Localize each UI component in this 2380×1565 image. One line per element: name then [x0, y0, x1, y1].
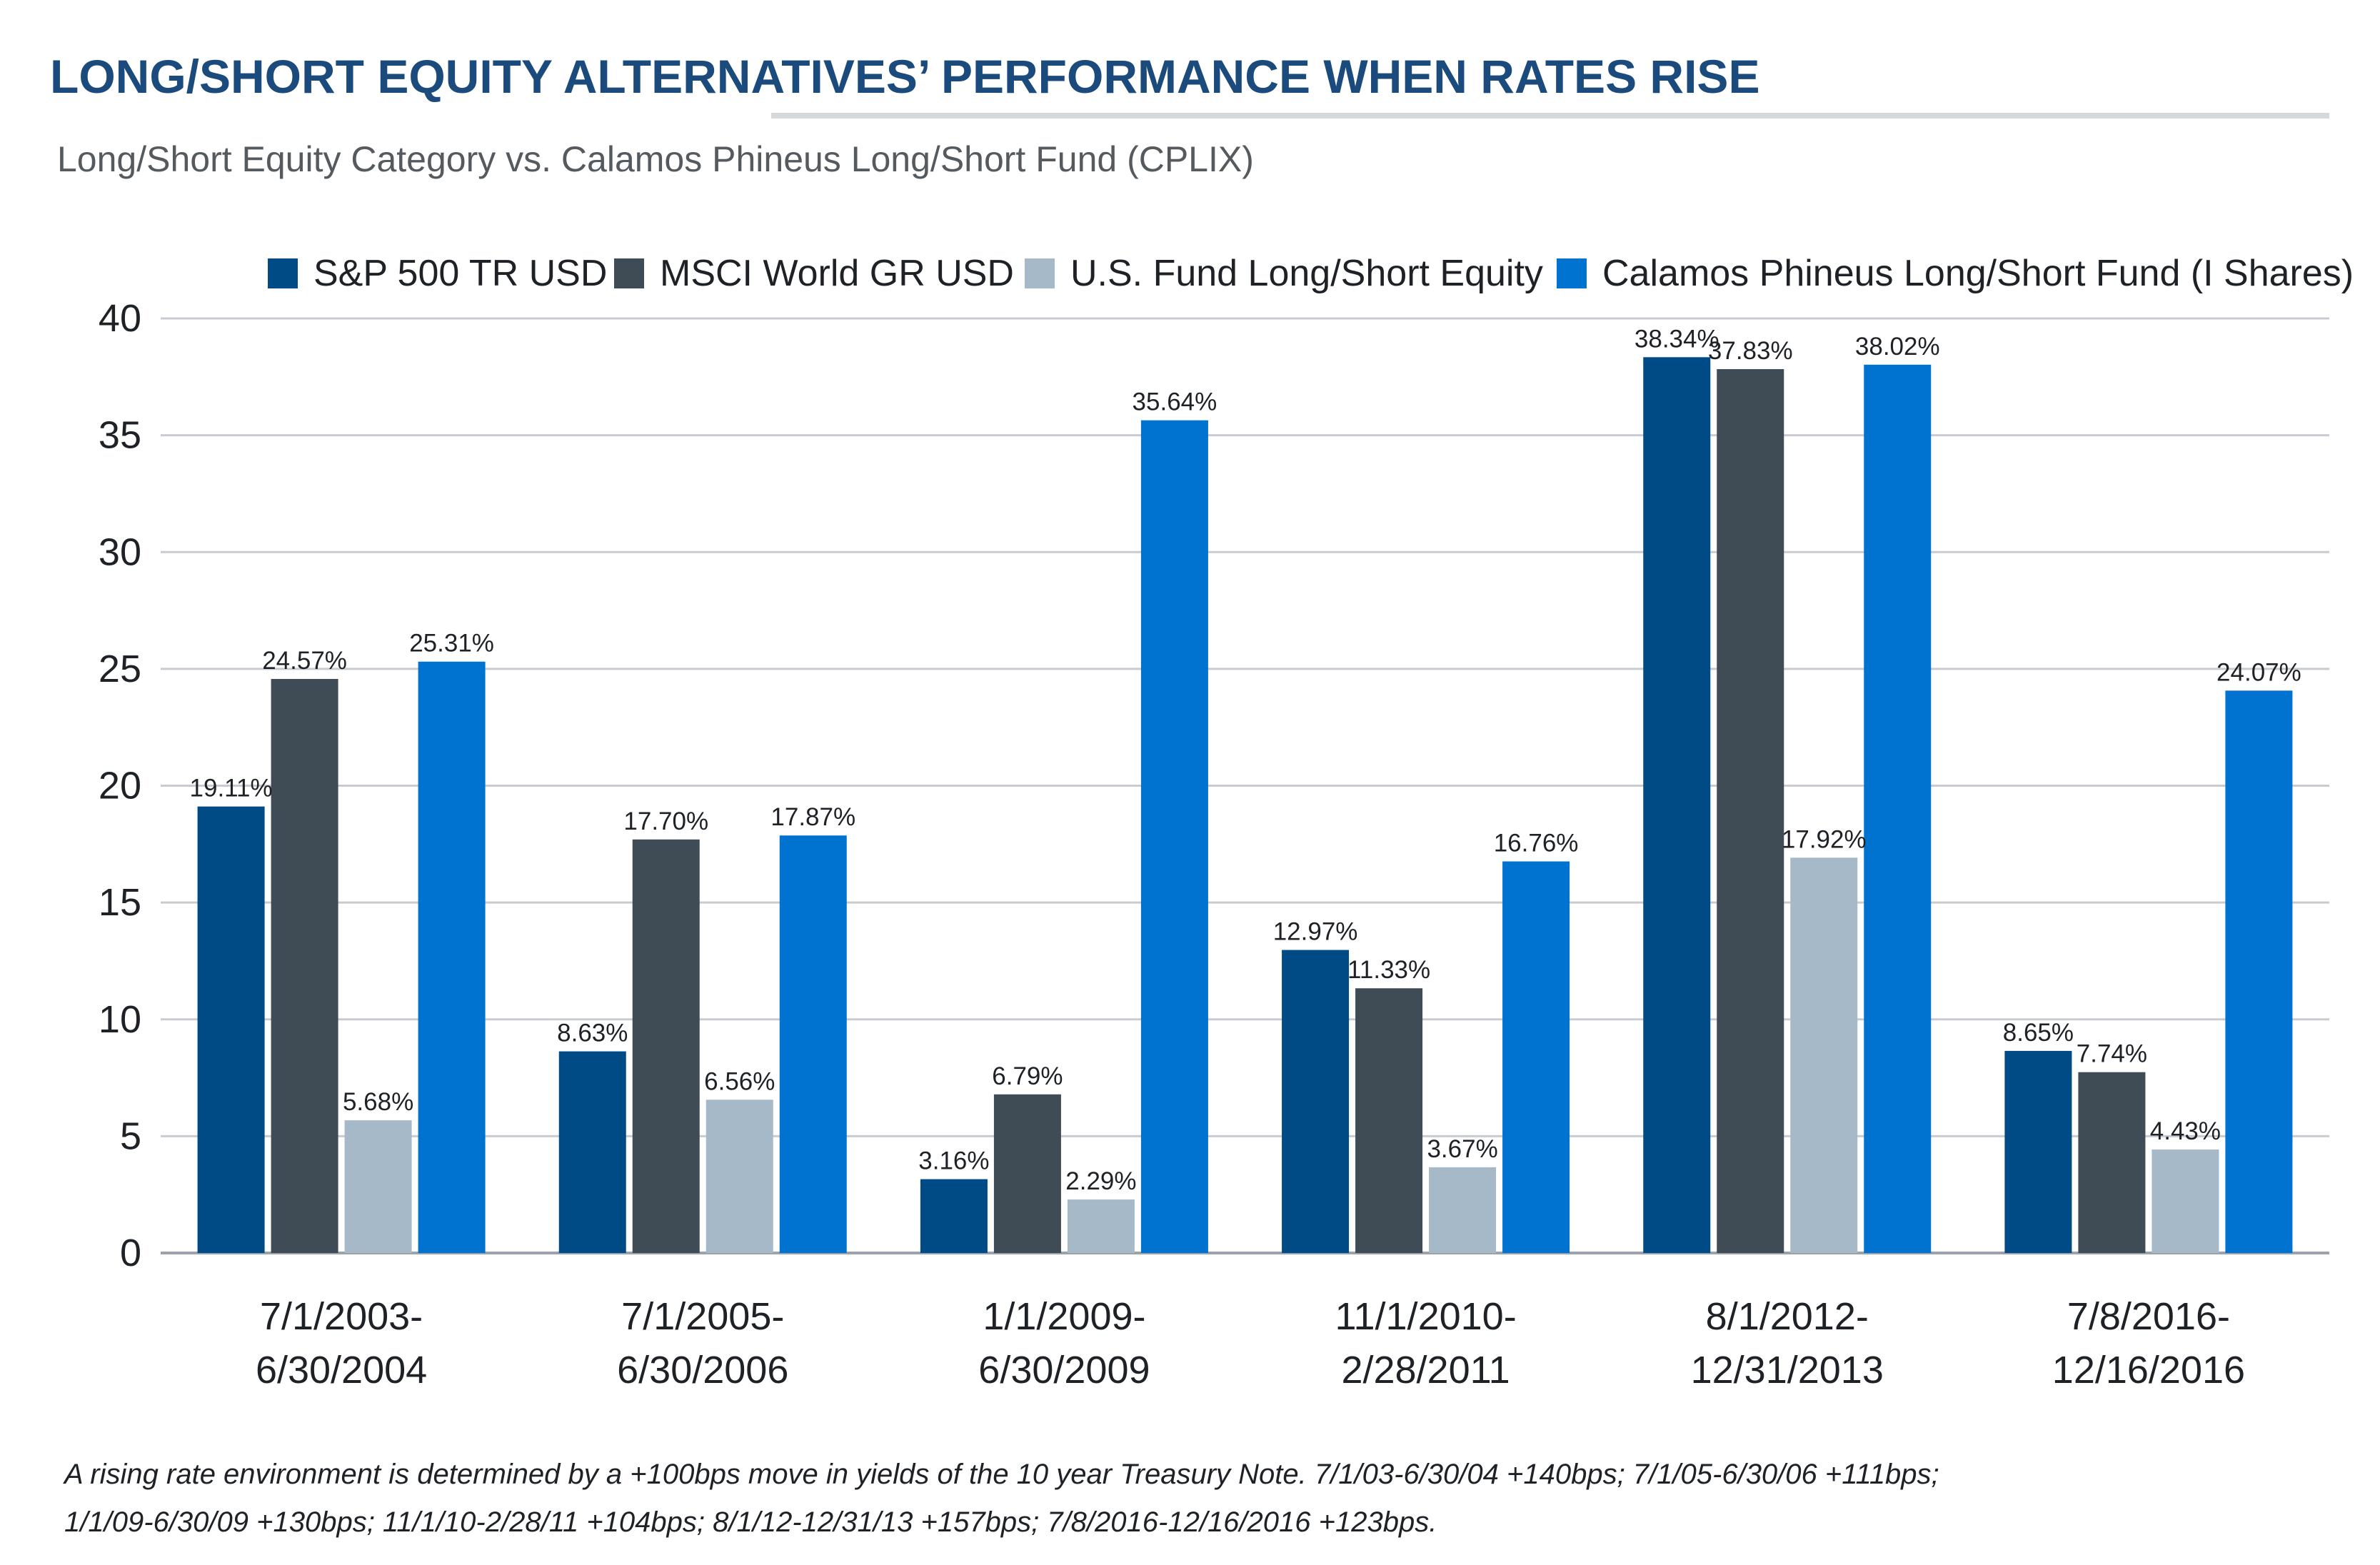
data-label-calamos-phineus-long-short-fund-i-shares-4: 16.76% [1494, 830, 1579, 857]
data-label-u-s-fund-long-short-equity-5: 17.92% [1782, 825, 1867, 853]
legend-label-msci-world-gr-usd: MSCI World GR USD [660, 253, 1014, 294]
data-label-s-p-500-tr-usd-6: 8.65% [2003, 1019, 2074, 1047]
footnote-line: A rising rate environment is determined … [63, 1459, 1939, 1490]
bar-s-p-500-tr-usd-3 [920, 1179, 988, 1253]
x-axis: 7/1/2003- 6/30/2004 7/1/2005- 6/30/2006 1/1/… [256, 1295, 2245, 1392]
bar-u-s-fund-long-short-equity-6 [2151, 1149, 2219, 1253]
gridlines [161, 317, 2329, 1137]
legend: S&P 500 TR USD MSCI World GR USD U.S. Fund… [268, 253, 2354, 294]
bar-msci-world-gr-usd-6 [2078, 1072, 2146, 1253]
bar-labels: 19.11% 24.57% 5.68% 25.31% 8.63% 17.70% 6.56% 1… [190, 325, 2301, 1195]
bar-u-s-fund-long-short-equity-5 [1790, 857, 1858, 1253]
footnote-line: 1/1/09-6/30/09 +130bps; 11/1/10-2/28/11 … [64, 1506, 1437, 1538]
y-tick-label: 25 [99, 648, 141, 690]
data-label-msci-world-gr-usd-2: 17.70% [623, 807, 708, 835]
bar-msci-world-gr-usd-4 [1355, 988, 1423, 1253]
legend-swatch-s-p-500-tr-usd [268, 258, 298, 288]
data-label-u-s-fund-long-short-equity-6: 4.43% [2150, 1117, 2221, 1145]
category-label-line: 2/28/2011 [1341, 1349, 1510, 1392]
data-label-calamos-phineus-long-short-fund-i-shares-5: 38.02% [1855, 333, 1940, 361]
bar-u-s-fund-long-short-equity-1 [344, 1120, 412, 1253]
data-label-s-p-500-tr-usd-2: 8.63% [557, 1020, 628, 1047]
y-tick-label: 5 [120, 1114, 141, 1157]
category-label-line: 12/31/2013 [1691, 1349, 1884, 1392]
bar-msci-world-gr-usd-3 [993, 1094, 1061, 1253]
legend-label-calamos-phineus-long-short-fund-i-shares: Calamos Phineus Long/Short Fund (I Share… [1602, 253, 2354, 294]
category-label: 7/1/2005- 6/30/2006 [617, 1295, 788, 1392]
bar-msci-world-gr-usd-2 [632, 839, 700, 1253]
bar-u-s-fund-long-short-equity-2 [706, 1099, 773, 1253]
data-label-msci-world-gr-usd-1: 24.57% [262, 647, 347, 675]
bar-s-p-500-tr-usd-2 [558, 1051, 626, 1253]
category-label: 8/1/2012- 12/31/2013 [1691, 1295, 1884, 1392]
category-label-line: 8/1/2012- [1706, 1295, 1869, 1338]
y-axis: 0 5 10 15 20 25 30 35 40 [99, 297, 2329, 1274]
data-label-calamos-phineus-long-short-fund-i-shares-3: 35.64% [1133, 388, 1217, 416]
footnote: A rising rate environment is determined … [63, 1459, 1939, 1538]
bar-calamos-phineus-long-short-fund-i-shares-3 [1140, 420, 1208, 1253]
data-label-u-s-fund-long-short-equity-4: 3.67% [1427, 1135, 1497, 1163]
data-label-u-s-fund-long-short-equity-1: 5.68% [343, 1088, 413, 1116]
data-label-s-p-500-tr-usd-4: 12.97% [1273, 918, 1358, 946]
category-label-line: 12/16/2016 [2052, 1349, 2245, 1392]
bar-u-s-fund-long-short-equity-3 [1067, 1199, 1135, 1253]
data-label-s-p-500-tr-usd-3: 3.16% [918, 1147, 989, 1175]
legend-label-s-p-500-tr-usd: S&P 500 TR USD [313, 253, 607, 294]
bars [197, 357, 2293, 1254]
chart-title: LONG/SHORT EQUITY ALTERNATIVES’ PERFORMA… [50, 50, 1759, 103]
chart-subtitle: Long/Short Equity Category vs. Calamos P… [57, 139, 1254, 179]
category-label-line: 6/30/2006 [617, 1349, 788, 1392]
category-label-line: 7/8/2016- [2067, 1295, 2230, 1338]
bar-s-p-500-tr-usd-6 [2004, 1050, 2072, 1253]
data-label-calamos-phineus-long-short-fund-i-shares-1: 25.31% [409, 630, 494, 658]
bar-calamos-phineus-long-short-fund-i-shares-1 [418, 661, 486, 1253]
bar-s-p-500-tr-usd-1 [197, 806, 265, 1253]
legend-label-u-s-fund-long-short-equity: U.S. Fund Long/Short Equity [1070, 253, 1543, 294]
bar-s-p-500-tr-usd-4 [1282, 950, 1350, 1253]
y-tick-label: 10 [99, 998, 141, 1041]
y-tick-label: 40 [99, 297, 141, 340]
data-label-msci-world-gr-usd-6: 7.74% [2077, 1040, 2147, 1068]
data-label-msci-world-gr-usd-5: 37.83% [1708, 337, 1793, 365]
bar-calamos-phineus-long-short-fund-i-shares-4 [1502, 861, 1570, 1253]
legend-swatch-u-s-fund-long-short-equity [1025, 258, 1055, 288]
data-label-calamos-phineus-long-short-fund-i-shares-6: 24.07% [2216, 658, 2301, 686]
bar-calamos-phineus-long-short-fund-i-shares-6 [2225, 690, 2293, 1253]
category-label-line: 6/30/2009 [978, 1349, 1150, 1392]
data-label-msci-world-gr-usd-3: 6.79% [992, 1062, 1063, 1090]
category-label: 11/1/2010- 2/28/2011 [1335, 1295, 1516, 1392]
category-label: 7/8/2016- 12/16/2016 [2052, 1295, 2245, 1392]
bar-calamos-phineus-long-short-fund-i-shares-5 [1864, 364, 1932, 1253]
category-label-line: 6/30/2004 [256, 1349, 427, 1392]
category-label: 1/1/2009- 6/30/2009 [978, 1295, 1150, 1392]
y-tick-label: 0 [120, 1232, 141, 1274]
data-label-s-p-500-tr-usd-5: 38.34% [1635, 325, 1719, 353]
bar-msci-world-gr-usd-1 [271, 678, 338, 1253]
data-label-u-s-fund-long-short-equity-2: 6.56% [704, 1067, 775, 1095]
y-tick-label: 20 [99, 765, 141, 807]
y-tick-label: 30 [99, 530, 141, 573]
bar-msci-world-gr-usd-5 [1717, 369, 1784, 1254]
bar-s-p-500-tr-usd-5 [1643, 357, 1711, 1253]
bar-calamos-phineus-long-short-fund-i-shares-2 [779, 835, 847, 1253]
bar-u-s-fund-long-short-equity-4 [1429, 1167, 1497, 1253]
category-label: 7/1/2003- 6/30/2004 [256, 1295, 427, 1392]
legend-swatch-msci-world-gr-usd [614, 258, 644, 288]
data-label-s-p-500-tr-usd-1: 19.11% [190, 775, 273, 802]
y-tick-label: 15 [99, 881, 141, 924]
category-label-line: 7/1/2003- [260, 1295, 423, 1338]
category-label-line: 1/1/2009- [983, 1295, 1145, 1338]
category-label-line: 11/1/2010- [1335, 1295, 1516, 1338]
data-label-calamos-phineus-long-short-fund-i-shares-2: 17.87% [770, 803, 855, 831]
y-tick-label: 35 [99, 414, 141, 457]
data-label-u-s-fund-long-short-equity-3: 2.29% [1065, 1167, 1136, 1195]
legend-swatch-calamos-phineus-long-short-fund-i-shares [1557, 258, 1587, 288]
category-label-line: 7/1/2005- [621, 1295, 784, 1338]
data-label-msci-world-gr-usd-4: 11.33% [1347, 956, 1430, 984]
